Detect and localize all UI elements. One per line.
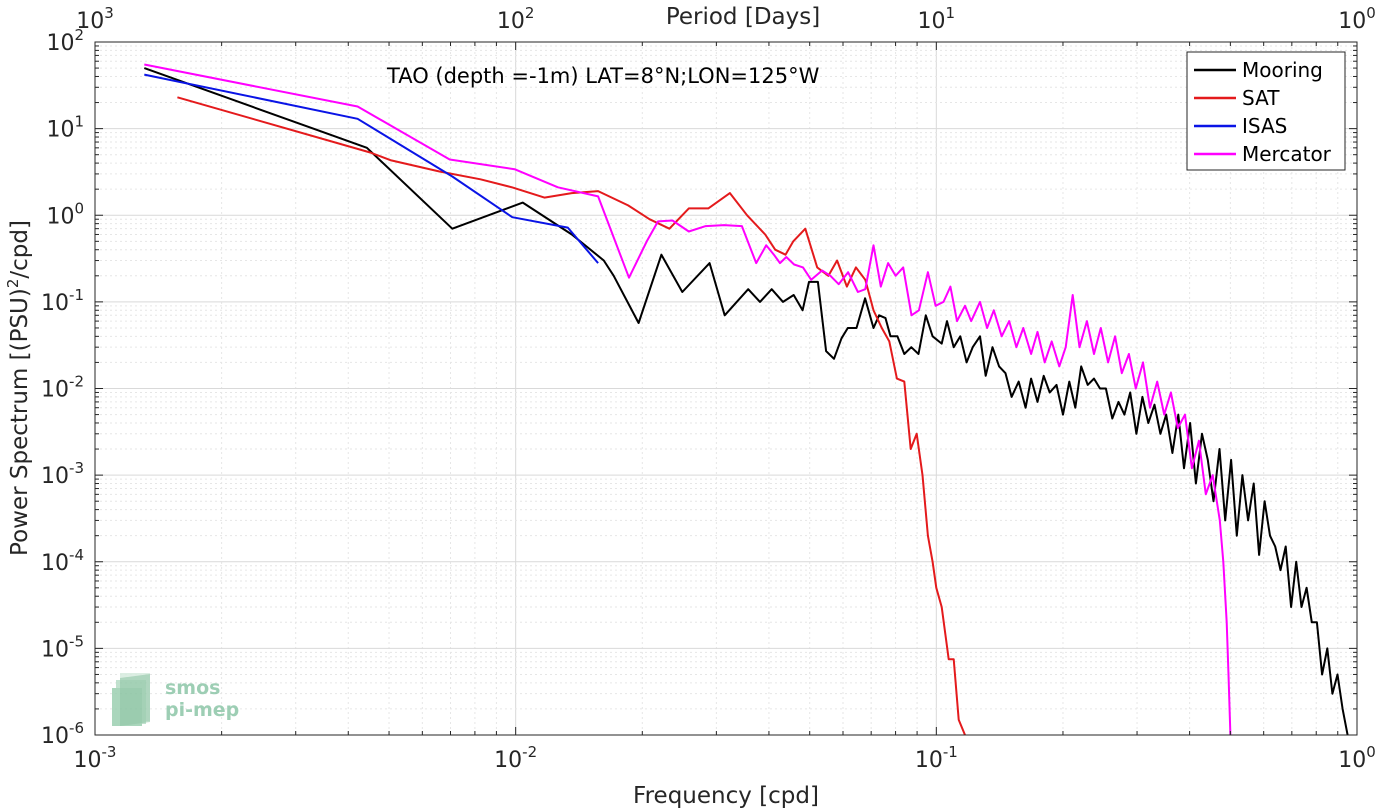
- y-axis-label-superscript: 2: [4, 279, 22, 289]
- top-tick-label-exponent: 2: [525, 4, 535, 22]
- series-line-sat: [177, 96, 966, 735]
- y-axis-label-tail: /cpd]: [7, 220, 33, 279]
- y-tick-label-exponent: 0: [74, 199, 84, 217]
- series-line-mercator: [144, 63, 1232, 735]
- y-tick-label: 101: [46, 113, 84, 143]
- top-tick-label: 100: [1338, 4, 1376, 34]
- y-tick-label: 10-4: [41, 546, 84, 576]
- x-tick-label-base: 10: [494, 748, 522, 773]
- top-tick-label: 101: [918, 4, 956, 34]
- x-tick-label: 10-2: [494, 743, 537, 773]
- series-lines: [143, 63, 1349, 735]
- y-tick-label-exponent: -3: [69, 459, 84, 477]
- y-tick-label: 10-3: [41, 459, 84, 489]
- legend-box: [1186, 51, 1346, 171]
- y-tick-label-exponent: -5: [69, 632, 84, 650]
- y-axis-label-main: Power Spectrum [(PSU): [7, 288, 33, 556]
- x-tick-label-base: 10: [74, 748, 102, 773]
- y-tick-label-exponent: -2: [69, 373, 84, 391]
- y-tick-label-exponent: -4: [69, 546, 84, 564]
- axis-ticks: [94, 42, 1357, 736]
- x-tick-label-exponent: -2: [522, 743, 537, 761]
- y-tick-label-base: 10: [41, 291, 69, 316]
- y-tick-label-exponent: 2: [74, 26, 84, 44]
- y-tick-label: 100: [46, 199, 84, 229]
- legend-label-mooring: Mooring: [1242, 58, 1323, 82]
- x-tick-label-exponent: -1: [943, 743, 958, 761]
- legend-label-isas: ISAS: [1242, 114, 1287, 138]
- top-tick-label-exponent: 1: [946, 4, 956, 22]
- x-tick-label-exponent: 0: [1366, 743, 1376, 761]
- y-tick-label-base: 10: [41, 724, 69, 749]
- top-tick-label-exponent: 3: [104, 4, 114, 22]
- x-tick-label-exponent: -3: [102, 743, 117, 761]
- legend-label-sat: SAT: [1242, 86, 1280, 110]
- top-tick-label-base: 10: [76, 9, 104, 34]
- x-tick-label: 10-3: [74, 743, 117, 773]
- series-line-isas: [144, 73, 599, 264]
- y-tick-label: 10-6: [41, 719, 84, 749]
- legend-label-mercator: Mercator: [1242, 142, 1332, 166]
- y-tick-label-base: 10: [41, 464, 69, 489]
- top-tick-label-base: 10: [918, 9, 946, 34]
- smos-pimep-logo: smos pi-mep: [112, 673, 239, 726]
- x-tick-label: 10-1: [915, 743, 958, 773]
- y-tick-label-base: 10: [41, 551, 69, 576]
- y-tick-label-exponent: -6: [69, 719, 84, 737]
- top-tick-label-base: 10: [497, 9, 525, 34]
- x-tick-label-base: 10: [915, 748, 943, 773]
- x-tick-label: 100: [1338, 743, 1376, 773]
- y-tick-label: 10-2: [41, 373, 84, 403]
- top-tick-label-base: 10: [1338, 9, 1366, 34]
- svg-text:pi-mep: pi-mep: [165, 699, 239, 721]
- y-tick-label: 102: [46, 26, 84, 56]
- series-line-mooring: [143, 67, 1349, 735]
- y-tick-label-base: 10: [46, 31, 74, 56]
- top-tick-label-exponent: 0: [1366, 4, 1376, 22]
- y-tick-label: 10-5: [41, 632, 84, 662]
- x-tick-label-base: 10: [1338, 748, 1366, 773]
- y-axis-label: Power Spectrum [(PSU)2/cpd]: [4, 220, 33, 556]
- y-tick-label: 10-1: [41, 286, 84, 316]
- x-axis-label: Frequency [cpd]: [633, 783, 819, 809]
- y-tick-label-base: 10: [41, 378, 69, 403]
- chart-annotation: TAO (depth =-1m) LAT=8°N;LON=125°W: [386, 64, 820, 88]
- top-tick-label: 103: [76, 4, 114, 34]
- y-tick-label-exponent: -1: [69, 286, 84, 304]
- y-tick-label-base: 10: [46, 118, 74, 143]
- y-tick-label-base: 10: [41, 637, 69, 662]
- legend: Mooring SAT ISAS Mercator: [1186, 51, 1346, 171]
- svg-text:smos: smos: [165, 677, 220, 699]
- top-tick-label: 102: [497, 4, 535, 34]
- top-axis-label: Period [Days]: [666, 4, 820, 30]
- y-tick-label-base: 10: [46, 204, 74, 229]
- y-tick-label-exponent: 1: [74, 113, 84, 131]
